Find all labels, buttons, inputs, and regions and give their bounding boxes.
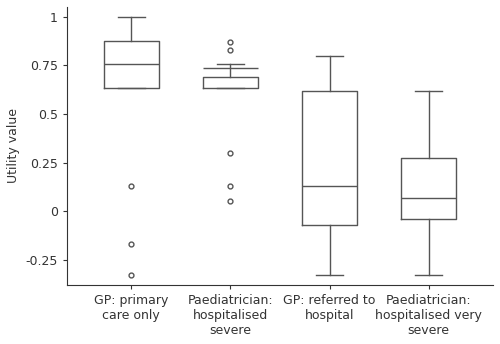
Y-axis label: Utility value: Utility value: [7, 108, 20, 183]
